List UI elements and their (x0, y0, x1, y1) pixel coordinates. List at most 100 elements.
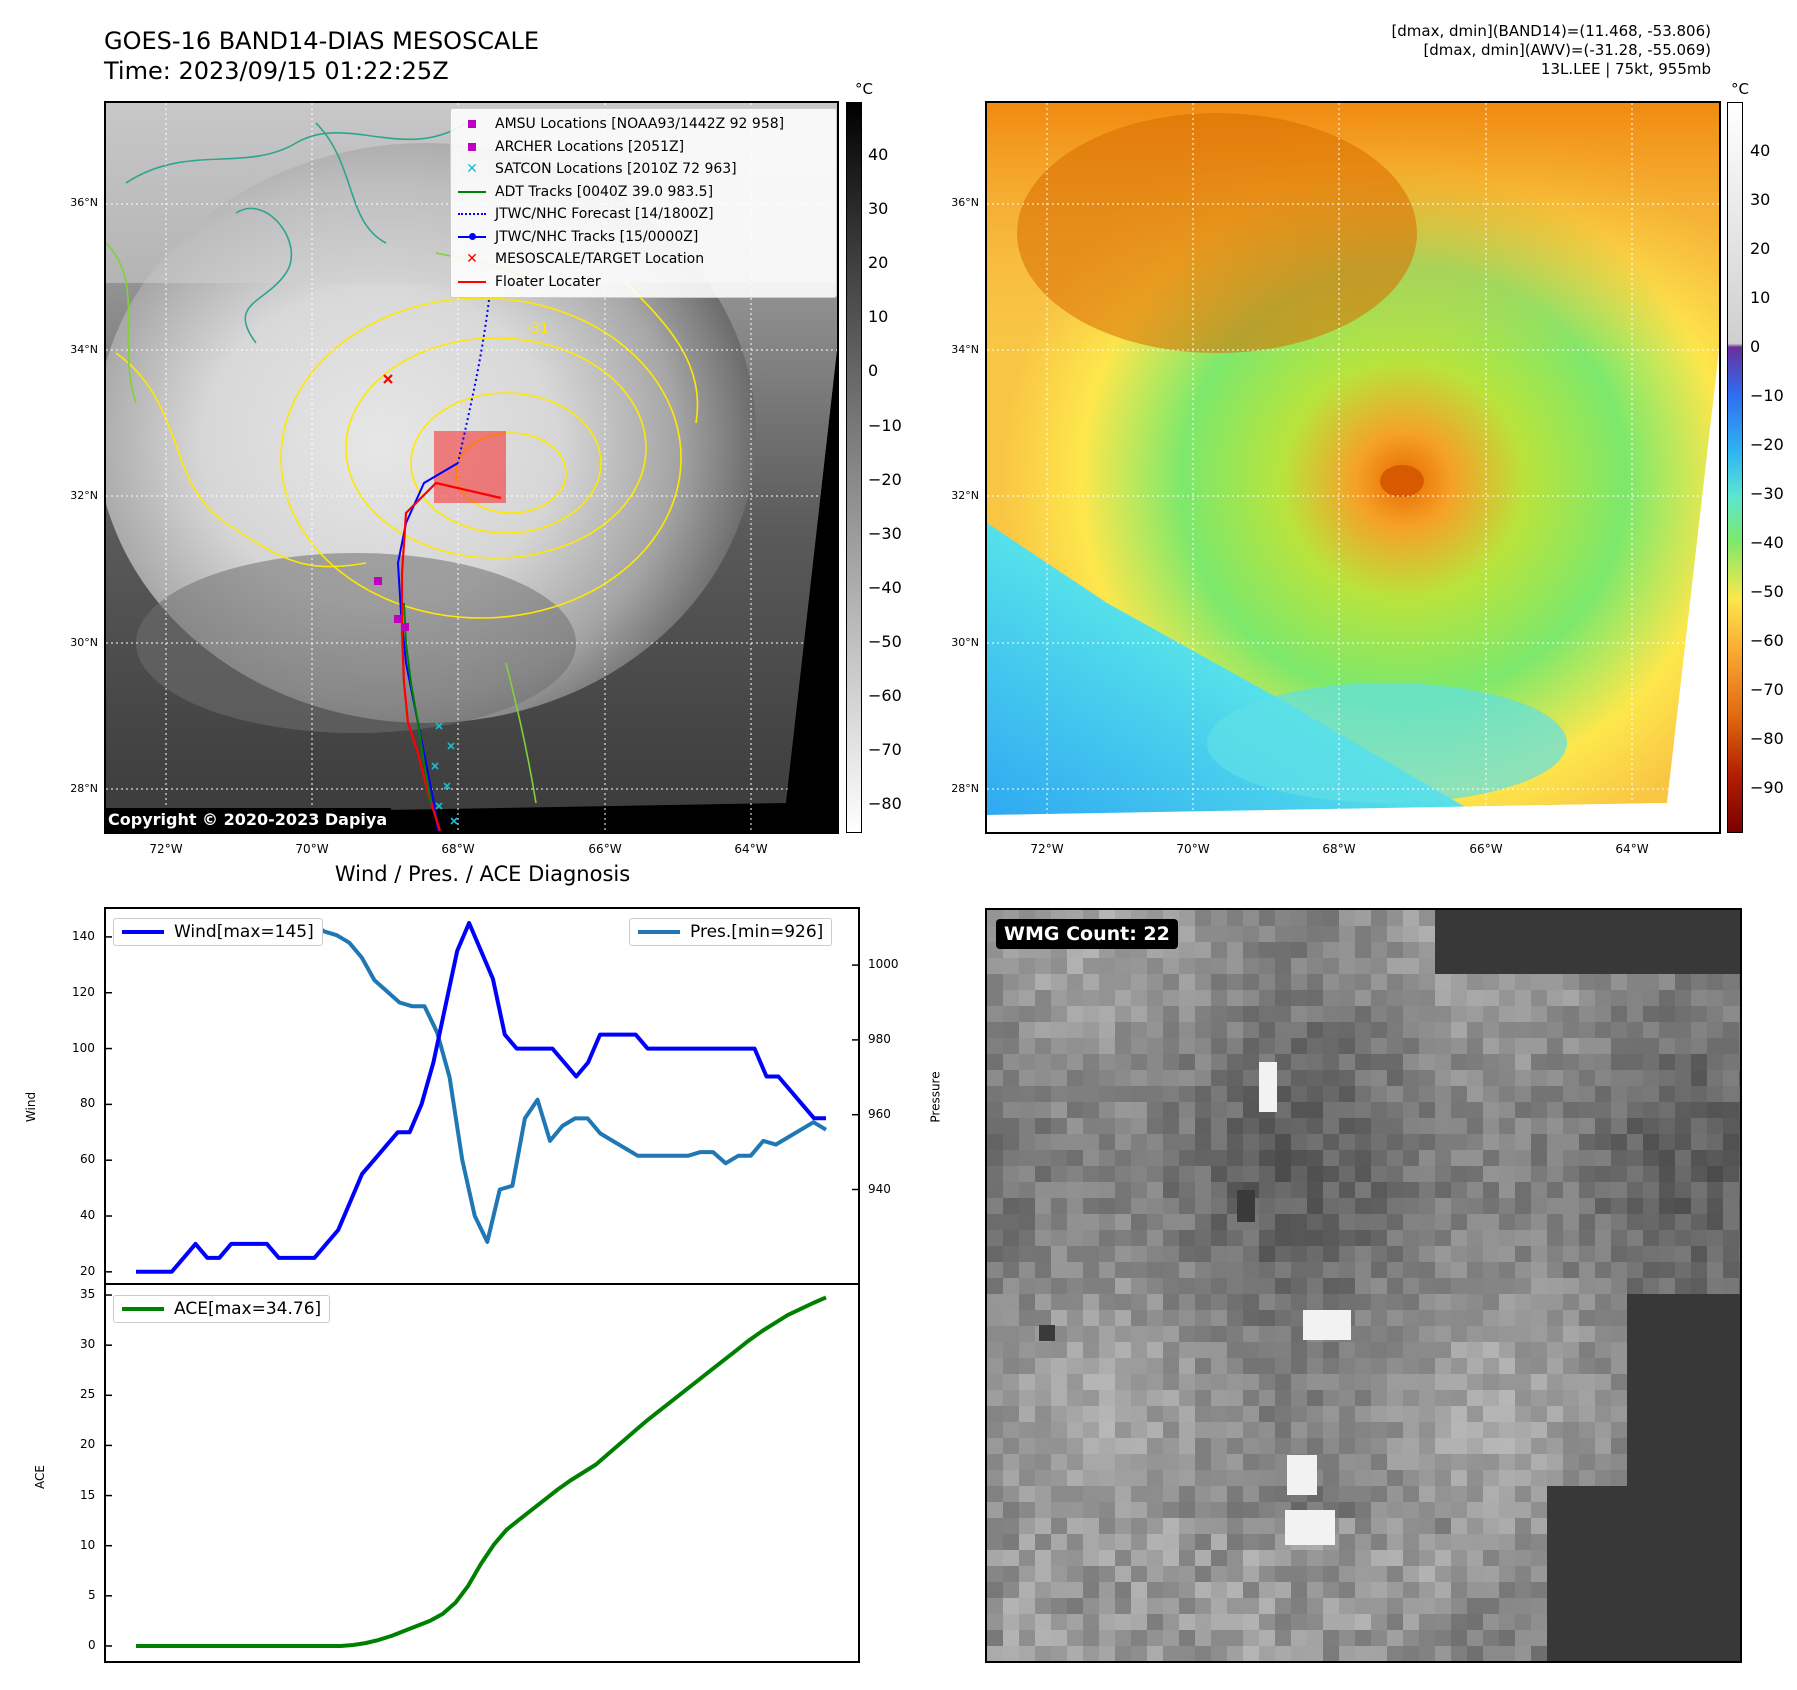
pressure-tick-label: 1000 (868, 957, 899, 972)
ir-colorbar-unit: °C (855, 80, 873, 98)
ir-longitude-label: 66°W (588, 842, 622, 856)
ace-tick-label: 25 (80, 1387, 96, 1402)
ir-latitude-label: 34°N (70, 343, 98, 356)
wv-colorbar-tick: −20 (1750, 435, 1784, 454)
wv-colorbar-tick: −30 (1750, 484, 1784, 503)
ir-colorbar-tick: −70 (868, 740, 902, 760)
legend-label: SATCON Locations [2010Z 72 963] (495, 161, 737, 178)
figure-title-line1: GOES-16 BAND14-DIAS MESOSCALE (104, 27, 540, 55)
ir-map-legend: AMSU Locations [NOAA93/1442Z 92 958] ARCH… (450, 108, 837, 298)
ace-tick-label: 35 (80, 1287, 96, 1302)
pressure-legend-line (638, 930, 680, 934)
legend-label: Floater Locater (495, 273, 601, 290)
wind-tick-label: 100 (72, 1040, 95, 1055)
ir-latitude-label: 28°N (70, 782, 98, 795)
legend-label: JTWC/NHC Forecast [14/1800Z] (495, 206, 714, 223)
ir-colorbar-tick: 30 (868, 199, 889, 219)
wv-map-image (987, 103, 1719, 832)
ir-colorbar-tick: −60 (868, 686, 902, 705)
legend-label: MESOSCALE/TARGET Location (495, 251, 705, 268)
copyright-label: Copyright © 2020-2023 Dapiya (104, 808, 392, 831)
wmg-count-badge: WMG Count: 22 (996, 919, 1178, 949)
wv-colorbar-tick: −70 (1750, 680, 1784, 699)
ir-colorbar-tick: −10 (868, 415, 902, 435)
wv-colorbar-unit: °C (1731, 80, 1749, 98)
wv-latitude-label: 32°N (951, 489, 979, 502)
pressure-axis-label: Pressure (928, 1071, 943, 1123)
wind-legend-line (122, 930, 164, 934)
wv-colorbar-tick: −10 (1750, 386, 1784, 405)
legend-label: JTWC/NHC Tracks [15/0000Z] (495, 228, 699, 245)
ir-colorbar-tick: −50 (868, 631, 902, 651)
ir-colorbar-tick: −80 (868, 794, 902, 814)
wv-latitude-label: 30°N (951, 636, 979, 649)
legend-symbol (457, 120, 487, 129)
contour-label: -31 (526, 321, 549, 337)
legend-item: ✕ SATCON Locations [2010Z 72 963] (457, 158, 830, 181)
diagnosis-title: Wind / Pres. / ACE Diagnosis (334, 862, 631, 886)
ace-legend-label: ACE[max=34.76] (174, 1299, 322, 1319)
ir-latitude-label: 36°N (70, 196, 98, 209)
ir-latitude-label: 30°N (70, 636, 98, 649)
legend-symbol (457, 190, 487, 193)
ir-colorbar-tick: −30 (868, 523, 902, 543)
legend-label: AMSU Locations [NOAA93/1442Z 92 958] (495, 116, 785, 133)
wv-colorbar-tick: 20 (1750, 239, 1771, 258)
legend-item: ADT Tracks [0040Z 39.0 983.5] (457, 181, 830, 204)
figure-title: GOES-16 BAND14-DIAS MESOSCALE Time: 2023… (104, 26, 539, 86)
ace-chart (104, 1283, 860, 1663)
wmg-image (987, 910, 1740, 1661)
wv-colorbar-tick: −50 (1750, 582, 1784, 601)
ace-tick-label: 20 (80, 1437, 96, 1452)
pressure-tick-label: 980 (868, 1031, 891, 1046)
legend-item: JTWC/NHC Forecast [14/1800Z] (457, 203, 830, 226)
wv-colorbar-tick: 30 (1750, 190, 1771, 209)
ir-latitude-label: 32°N (70, 489, 98, 502)
ace-tick-label: 30 (80, 1337, 96, 1352)
wmg-panel (985, 908, 1742, 1663)
ace-tick-label: 10 (80, 1537, 96, 1552)
legend-item: AMSU Locations [NOAA93/1442Z 92 958] (457, 113, 830, 136)
legend-symbol: ✕ (466, 161, 478, 178)
pressure-legend: Pres.[min=926] (629, 918, 833, 946)
wind-pressure-chart (104, 907, 860, 1285)
wv-colorbar-tick: −60 (1750, 631, 1784, 650)
ir-colorbar-tick: 0 (868, 361, 879, 381)
wv-longitude-label: 66°W (1469, 842, 1503, 856)
ir-longitude-label: 68°W (441, 842, 475, 856)
wv-longitude-label: 68°W (1322, 842, 1356, 856)
legend-label: ARCHER Locations [2051Z] (495, 138, 685, 155)
legend-item: ARCHER Locations [2051Z] (457, 136, 830, 159)
wv-colorbar-tick: −40 (1750, 533, 1784, 552)
wv-colorbar (1727, 102, 1743, 833)
wind-tick-label: 40 (80, 1208, 96, 1222)
wv-colorbar-tick: 10 (1750, 288, 1771, 307)
ace-tick-label: 15 (80, 1487, 96, 1502)
wind-tick-label: 80 (80, 1096, 96, 1111)
legend-symbol (457, 232, 487, 240)
stats-storm: 13L.LEE | 75kt, 955mb (1540, 60, 1711, 78)
legend-symbol: ✕ (466, 251, 478, 268)
ace-legend: ACE[max=34.76] (113, 1295, 331, 1323)
figure-stats: [dmax, dmin](BAND14)=(11.468, -53.806) [… (1391, 22, 1711, 79)
wv-latitude-label: 34°N (951, 343, 979, 356)
ir-longitude-label: 70°W (295, 842, 329, 856)
wv-longitude-label: 64°W (1615, 842, 1649, 856)
ir-longitude-label: 64°W (734, 842, 768, 856)
wind-legend: Wind[max=145] (113, 918, 323, 946)
ace-tick-label: 0 (88, 1637, 96, 1652)
ir-colorbar-tick: 20 (868, 253, 889, 273)
wv-colorbar-tick: −80 (1750, 729, 1784, 748)
ace-tick-label: 5 (88, 1587, 96, 1602)
ir-colorbar (846, 102, 862, 833)
pressure-tick-label: 940 (868, 1181, 891, 1196)
wind-tick-label: 20 (80, 1263, 96, 1278)
wv-colorbar-tick: 40 (1750, 141, 1771, 160)
legend-item: Floater Locater (457, 271, 830, 294)
legend-symbol (457, 142, 487, 151)
ir-colorbar-tick: 10 (868, 307, 889, 327)
ir-colorbar-tick: −20 (868, 469, 902, 489)
ir-colorbar-tick: 40 (868, 145, 889, 164)
legend-symbol (457, 213, 487, 216)
ace-series-line (136, 1295, 827, 1648)
